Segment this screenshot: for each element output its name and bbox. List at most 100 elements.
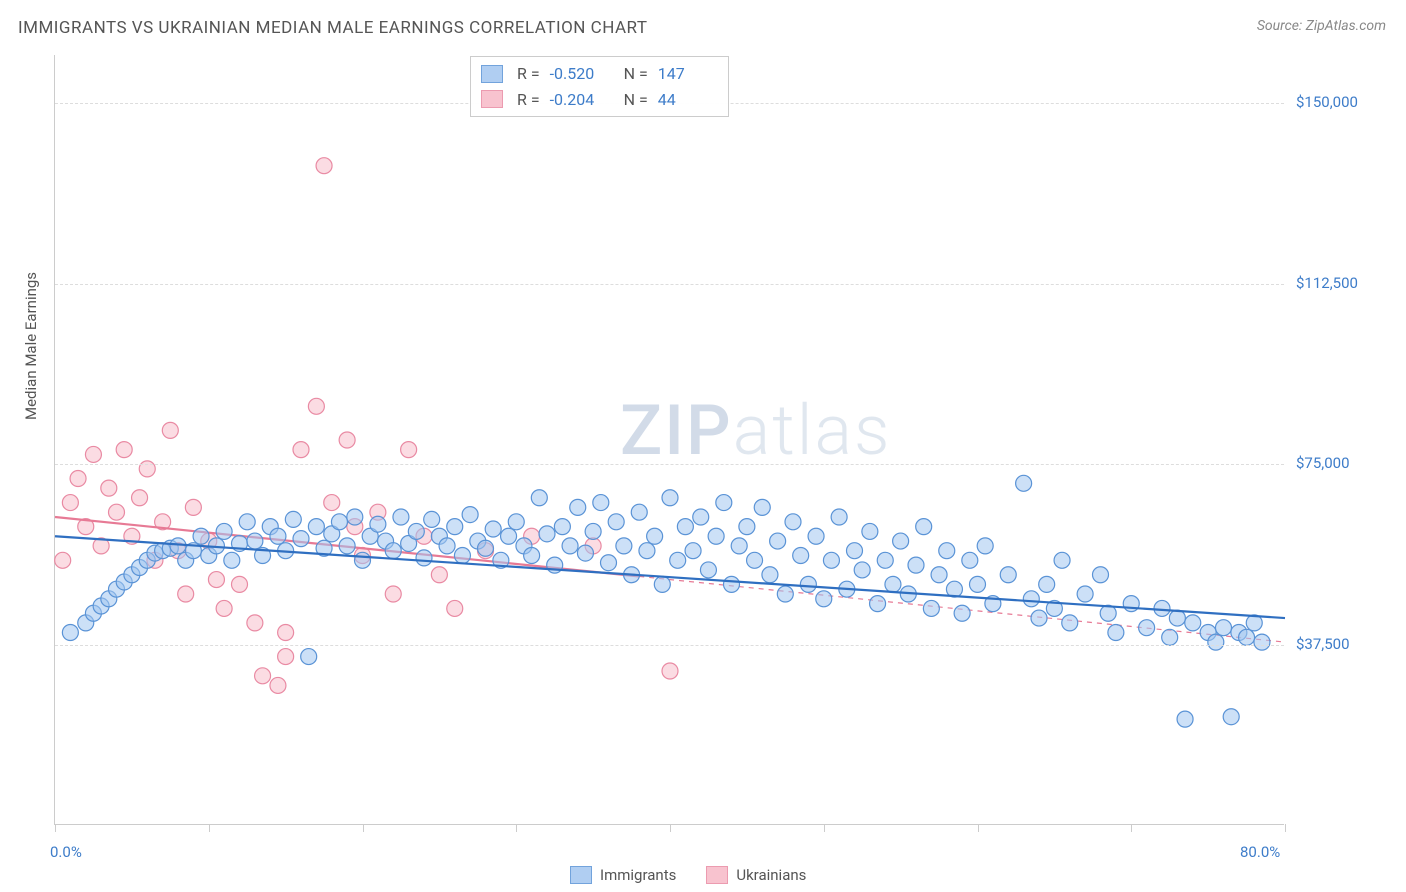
scatter-point bbox=[570, 499, 586, 515]
scatter-point bbox=[831, 509, 847, 525]
scatter-point bbox=[777, 586, 793, 602]
n-value-immigrants: 147 bbox=[658, 61, 718, 87]
scatter-point bbox=[185, 499, 201, 515]
scatter-point bbox=[1016, 475, 1032, 491]
scatter-point bbox=[316, 158, 332, 174]
scatter-point bbox=[224, 552, 240, 568]
scatter-point bbox=[631, 504, 647, 520]
scatter-point bbox=[439, 538, 455, 554]
scatter-point bbox=[216, 523, 232, 539]
scatter-point bbox=[962, 552, 978, 568]
scatter-point bbox=[308, 398, 324, 414]
x-tick-label: 80.0% bbox=[1240, 843, 1280, 861]
scatter-point bbox=[132, 490, 148, 506]
x-tick bbox=[363, 824, 364, 832]
scatter-point bbox=[908, 557, 924, 573]
scatter-point bbox=[531, 490, 547, 506]
scatter-point bbox=[585, 523, 601, 539]
scatter-point bbox=[700, 562, 716, 578]
scatter-point bbox=[308, 519, 324, 535]
scatter-point bbox=[731, 538, 747, 554]
r-value-ukrainians: -0.204 bbox=[550, 87, 610, 113]
scatter-point bbox=[447, 600, 463, 616]
scatter-point bbox=[893, 533, 909, 549]
y-axis-label: Median Male Earnings bbox=[22, 272, 40, 420]
scatter-point bbox=[639, 543, 655, 559]
scatter-point bbox=[216, 600, 232, 616]
scatter-point bbox=[293, 442, 309, 458]
scatter-point bbox=[454, 548, 470, 564]
scatter-point bbox=[370, 516, 386, 532]
scatter-point bbox=[593, 495, 609, 511]
scatter-point bbox=[524, 548, 540, 564]
scatter-point bbox=[647, 528, 663, 544]
scatter-point bbox=[1254, 634, 1270, 650]
scatter-point bbox=[885, 576, 901, 592]
scatter-point bbox=[1077, 586, 1093, 602]
scatter-point bbox=[654, 576, 670, 592]
n-value-ukrainians: 44 bbox=[658, 87, 718, 113]
scatter-point bbox=[608, 514, 624, 530]
scatter-point bbox=[1023, 591, 1039, 607]
swatch-ukrainians bbox=[706, 866, 728, 884]
plot-area bbox=[54, 55, 1284, 825]
scatter-point bbox=[554, 519, 570, 535]
scatter-point bbox=[539, 526, 555, 542]
scatter-point bbox=[970, 576, 986, 592]
x-tick bbox=[670, 824, 671, 832]
x-tick bbox=[55, 824, 56, 832]
gridline bbox=[55, 645, 1284, 646]
x-tick bbox=[824, 824, 825, 832]
scatter-point bbox=[977, 538, 993, 554]
x-tick bbox=[1285, 824, 1286, 832]
scatter-point bbox=[447, 519, 463, 535]
scatter-point bbox=[577, 545, 593, 561]
scatter-point bbox=[739, 519, 755, 535]
scatter-point bbox=[662, 663, 678, 679]
scatter-point bbox=[1162, 629, 1178, 645]
scatter-point bbox=[293, 531, 309, 547]
scatter-point bbox=[339, 538, 355, 554]
scatter-point bbox=[331, 514, 347, 530]
series-legend: Immigrants Ukrainians bbox=[570, 866, 806, 884]
scatter-point bbox=[816, 591, 832, 607]
scatter-point bbox=[662, 490, 678, 506]
scatter-point bbox=[800, 576, 816, 592]
scatter-point bbox=[931, 567, 947, 583]
y-tick-label: $150,000 bbox=[1296, 93, 1358, 111]
scatter-point bbox=[708, 528, 724, 544]
scatter-point bbox=[424, 511, 440, 527]
scatter-point bbox=[724, 576, 740, 592]
scatter-point bbox=[62, 625, 78, 641]
scatter-point bbox=[954, 605, 970, 621]
scatter-point bbox=[1139, 620, 1155, 636]
scatter-point bbox=[393, 509, 409, 525]
scatter-point bbox=[562, 538, 578, 554]
scatter-point bbox=[1216, 620, 1232, 636]
scatter-point bbox=[716, 495, 732, 511]
scatter-point bbox=[685, 543, 701, 559]
scatter-point bbox=[278, 625, 294, 641]
swatch-ukrainians bbox=[481, 90, 503, 108]
scatter-point bbox=[478, 540, 494, 556]
scatter-point bbox=[385, 543, 401, 559]
scatter-point bbox=[754, 499, 770, 515]
scatter-point bbox=[793, 548, 809, 564]
scatter-point bbox=[677, 519, 693, 535]
r-value-immigrants: -0.520 bbox=[550, 61, 610, 87]
gridline bbox=[55, 464, 1284, 465]
scatter-point bbox=[278, 649, 294, 665]
x-tick bbox=[1131, 824, 1132, 832]
scatter-point bbox=[208, 572, 224, 588]
scatter-point bbox=[923, 600, 939, 616]
x-tick bbox=[209, 824, 210, 832]
y-tick-label: $75,000 bbox=[1296, 454, 1350, 472]
scatter-point bbox=[270, 528, 286, 544]
scatter-point bbox=[347, 509, 363, 525]
scatter-point bbox=[877, 552, 893, 568]
scatter-point bbox=[1062, 615, 1078, 631]
scatter-point bbox=[1185, 615, 1201, 631]
scatter-point bbox=[1000, 567, 1016, 583]
scatter-point bbox=[1169, 610, 1185, 626]
scatter-point bbox=[1031, 610, 1047, 626]
